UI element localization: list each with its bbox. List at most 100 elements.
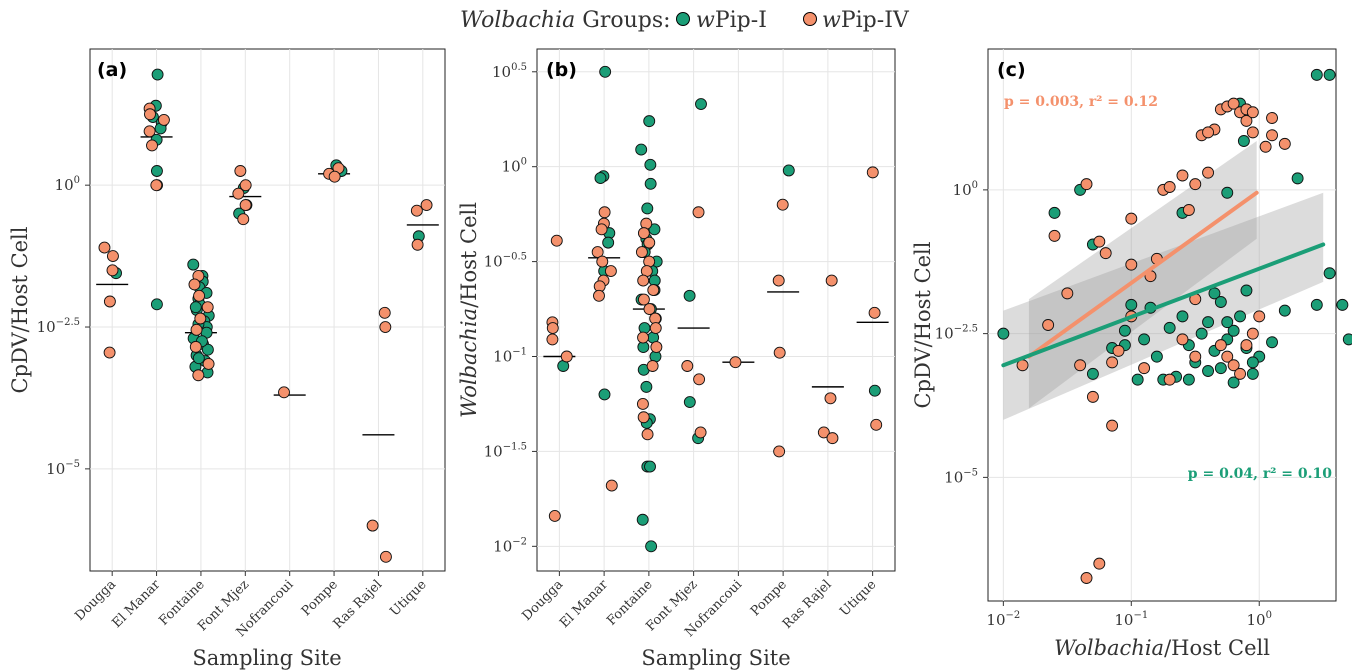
panel-a-point-wpip-i-1	[151, 68, 164, 81]
panel-b-point-wpip-iv-48	[868, 306, 881, 319]
panel-c-y-tick-label-0-base: 10	[953, 181, 972, 199]
panel-c-point-wpip-iv-25	[1227, 359, 1240, 372]
panel-b-y-tick-label-5-base: 10	[493, 537, 512, 555]
panel-c-y-tick-label-2-base: 10	[944, 468, 963, 486]
panel-a-point-wpip-i-7	[150, 165, 163, 177]
panel-c-point-wpip-i-26	[1246, 367, 1259, 380]
panel-c-x-label-italic: Wolbachia	[1054, 636, 1164, 660]
panel-a-point-wpip-iv-0	[98, 241, 111, 254]
legend-wpip-i-label: wPip-I	[696, 8, 767, 33]
panel-a-point-wpip-iv-25	[237, 213, 250, 226]
panel-c-point-wpip-i-0	[997, 327, 1010, 340]
panel-b-y-tick-label-5: 10−2	[493, 536, 527, 555]
panel-c-x-tick-label-2: 100	[1247, 610, 1272, 629]
panel-a-point-wpip-iv-29	[328, 170, 341, 183]
panel-c-point-wpip-i-18	[1195, 327, 1208, 340]
panel-c-point-wpip-iv-37	[1086, 390, 1099, 403]
panel-c-y-tick-label-0-exp: 0	[972, 180, 978, 191]
panel-c-point-wpip-iv-20	[1266, 129, 1278, 142]
panel-a-category-ras-rajel: Ras Rajel	[331, 577, 386, 632]
panel-b-point-wpip-i-36	[695, 98, 707, 110]
panel-b-y-tick-label-4-exp: −1.5	[503, 441, 527, 452]
panel-b-category-el-manar: El Manar	[557, 577, 611, 631]
panel-b-point-wpip-iv-17	[637, 227, 650, 240]
panel-a-point-wpip-iv-21	[234, 165, 247, 177]
panel-c-fit-wpip-iv	[1026, 190, 1259, 359]
panel-a-point-wpip-i-9	[187, 258, 200, 271]
panel-c-point-wpip-i-34	[1118, 324, 1131, 337]
panel-c-annotation-wpip-i: p = 0.04, r² = 0.10	[1188, 466, 1332, 482]
panel-b-point-wpip-iv-35	[681, 360, 694, 372]
panel-c-point-wpip-i-45	[1342, 333, 1352, 346]
panel-c-point-wpip-iv-42	[1080, 178, 1093, 191]
panel-a-y-tick-label-2-base: 10	[46, 460, 65, 478]
panel-c-x-tick-label-0-base: 10	[986, 611, 1005, 629]
legend: Wolbachia Groups: wPip-I wPip-IV	[460, 8, 910, 33]
panel-c-point-wpip-i-1	[1048, 206, 1061, 219]
panel-a-point-wpip-iv-34	[420, 199, 433, 211]
panel-b-point-wpip-i-34	[636, 513, 649, 526]
panel-a-point-wpip-iv-20	[192, 369, 205, 382]
panel-c-y-tick-label-0: 100	[953, 180, 978, 199]
panel-b-point-wpip-iv-18	[643, 236, 656, 249]
panel-b-point-wpip-iv-39	[776, 198, 789, 211]
panel-c-point-wpip-i-13	[1150, 350, 1163, 363]
panel-c-x-tick-label-2-base: 10	[1247, 611, 1266, 629]
panel-b-y-label: Wolbachia/Host Cell	[457, 202, 481, 418]
panel-b-point-wpip-iv-14	[593, 289, 605, 302]
panel-c-point-wpip-iv-4	[1112, 344, 1125, 357]
panel-c-label: (c)	[997, 59, 1026, 81]
panel-c-point-wpip-iv-17	[1240, 114, 1253, 127]
legend-wpip-iv-label: wPip-IV	[822, 8, 910, 33]
panel-b-y-tick-label-2: 10−0.5	[484, 252, 527, 271]
panel-b-point-wpip-iv-27	[649, 322, 662, 334]
legend-wpip-iv-name: Pip-IV	[841, 8, 910, 33]
panel-a-point-wpip-iv-11	[150, 179, 163, 192]
panel-c-point-wpip-i-24	[1234, 310, 1246, 323]
panel-b-point-wpip-iv-38	[729, 356, 742, 369]
panel-a-y-tick-label-0: 100	[55, 175, 80, 194]
panel-c-point-wpip-i-42	[1310, 298, 1323, 311]
panel-a-point-wpip-iv-3	[103, 295, 116, 308]
panel-b-y-tick-label-0-exp: 0.5	[511, 62, 527, 73]
panel-a-point-wpip-iv-33	[379, 550, 392, 563]
panel-b-y-tick-label-3-base: 10	[493, 348, 512, 366]
panel-c-x-tick-label-1: 10−1	[1114, 610, 1148, 629]
panel-c-point-wpip-iv-28	[1246, 327, 1259, 340]
panel-b-y-tick-label-3: 10−1	[493, 347, 527, 366]
panel-c-point-wpip-iv-33	[1138, 362, 1151, 375]
panel-a-y-tick-label-0-exp: 0	[74, 175, 80, 186]
panel-c-point-wpip-i-21	[1214, 362, 1227, 375]
panel-c-point-wpip-iv-41	[1048, 229, 1061, 242]
panel-b-point-wpip-iv-47	[866, 166, 879, 179]
panel-b-y-tick-label-5-exp: −2	[512, 536, 527, 547]
panel-c-point-wpip-iv-32	[1163, 373, 1176, 386]
panel-b-point-wpip-iv-0	[550, 234, 563, 247]
panel-a-point-wpip-iv-30	[378, 306, 391, 319]
panel-b-point-wpip-iv-41	[773, 346, 786, 359]
panel-b-point-wpip-iv-45	[817, 426, 830, 439]
panel-a-plot-area	[89, 48, 446, 572]
panel-a-y-tick-label-0-base: 10	[55, 176, 74, 194]
panel-b-point-wpip-i-12	[641, 202, 654, 215]
panel-a-category-utique: Utique	[387, 577, 429, 619]
panel-c-point-wpip-i-19	[1202, 316, 1215, 329]
panel-b-point-wpip-i-29	[640, 380, 653, 393]
panel-c-point-wpip-iv-47	[1182, 204, 1195, 216]
panel-c-point-wpip-i-23	[1227, 324, 1240, 337]
panel-c-point-wpip-iv-8	[1163, 181, 1176, 193]
panel-b-point-wpip-i-5	[602, 236, 615, 249]
panel-a-point-wpip-iv-24	[239, 199, 252, 211]
legend-wpip-iv-marker	[803, 12, 817, 26]
panel-b-point-wpip-iv-2	[546, 322, 559, 334]
panel-c-point-wpip-i-31	[1202, 365, 1215, 377]
panel-c-point-wpip-iv-44	[1125, 212, 1138, 225]
panel-b-point-wpip-i-7	[598, 388, 611, 401]
legend-title-rest: Groups:	[575, 8, 670, 33]
panel-c-point-wpip-iv-18	[1246, 126, 1259, 139]
panel-c-annotation-wpip-iv: p = 0.003, r² = 0.12	[1004, 94, 1158, 110]
panel-a-point-wpip-iv-9	[146, 139, 158, 152]
